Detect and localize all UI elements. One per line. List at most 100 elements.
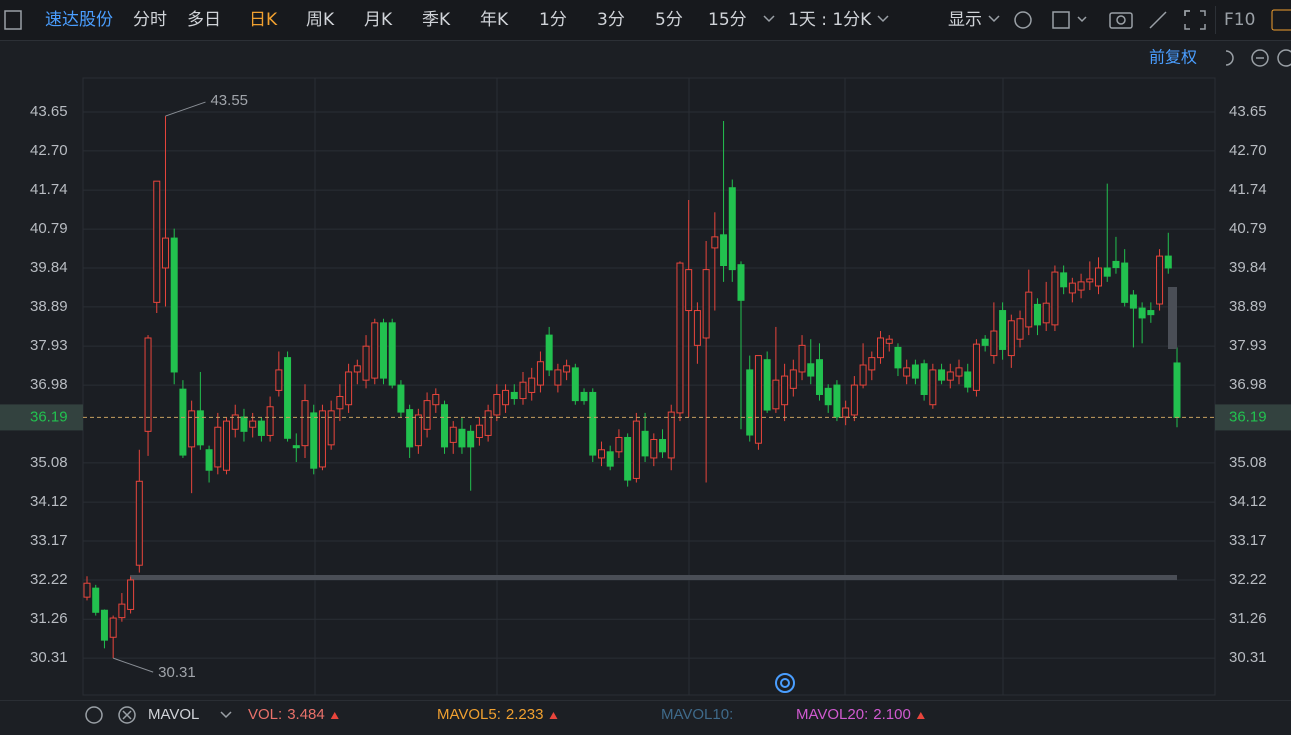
indicator-close[interactable] bbox=[118, 706, 136, 724]
y2-tick-label: 38.89 bbox=[1229, 298, 1267, 315]
candle-body bbox=[1077, 281, 1085, 291]
up-arrow bbox=[330, 712, 339, 719]
candle-body bbox=[894, 346, 902, 369]
sidebar-toggle[interactable] bbox=[4, 10, 22, 30]
drawn-level-bar[interactable] bbox=[130, 575, 1177, 580]
candle-body bbox=[475, 424, 483, 438]
candle-body bbox=[83, 582, 91, 598]
settings-icon[interactable] bbox=[1014, 11, 1032, 29]
max-pointer bbox=[165, 101, 206, 117]
interval[interactable]: 1天 : 1分K bbox=[788, 10, 872, 30]
period-tab[interactable]: 季K bbox=[422, 10, 451, 30]
candle-body bbox=[353, 365, 361, 373]
y2-tick-label: 32.22 bbox=[1229, 571, 1267, 588]
drawn-marker[interactable] bbox=[1168, 287, 1177, 349]
candle-body bbox=[554, 369, 562, 386]
candle-body bbox=[1121, 262, 1129, 303]
candle-body bbox=[737, 264, 745, 301]
candle-body bbox=[118, 603, 126, 619]
period-tab[interactable]: 分时 bbox=[133, 10, 167, 30]
candle-body bbox=[1016, 318, 1024, 340]
period-tab[interactable]: 多日 bbox=[187, 10, 221, 30]
f10-button[interactable]: F10 bbox=[1224, 10, 1255, 30]
period-tab[interactable]: 1分 bbox=[539, 10, 567, 30]
y2-tick-label: 35.08 bbox=[1229, 454, 1267, 471]
period-tab[interactable]: 日K bbox=[249, 10, 278, 30]
candle-body bbox=[92, 587, 100, 613]
candle-body bbox=[580, 391, 588, 402]
candle-body bbox=[702, 269, 710, 339]
candle-body bbox=[188, 410, 196, 448]
candle-body bbox=[144, 337, 152, 432]
candle-body bbox=[301, 400, 309, 447]
candle-body bbox=[615, 436, 623, 453]
candle-body bbox=[458, 428, 466, 448]
indicator-chevron[interactable] bbox=[220, 711, 232, 719]
candle-body bbox=[362, 345, 370, 381]
candle-body bbox=[510, 391, 518, 400]
candle-body bbox=[885, 338, 893, 344]
pen-icon[interactable] bbox=[1149, 11, 1167, 29]
period-tab[interactable]: 年K bbox=[480, 10, 509, 30]
candle-body bbox=[249, 420, 257, 428]
candle-body bbox=[266, 406, 274, 436]
candle-body bbox=[1068, 282, 1076, 294]
y2-tick-label: 39.84 bbox=[1229, 259, 1267, 276]
candle-body bbox=[815, 359, 823, 395]
candle-body bbox=[127, 579, 135, 610]
indicator-settings[interactable] bbox=[85, 706, 103, 724]
candle-body bbox=[624, 436, 632, 481]
camera-icon[interactable] bbox=[1109, 12, 1133, 29]
y-tick-label: 34.12 bbox=[30, 493, 68, 510]
candle-body bbox=[327, 410, 335, 446]
display-menu[interactable]: 显示 bbox=[948, 10, 982, 30]
side-panel-toggle[interactable] bbox=[1271, 9, 1291, 31]
box-chevron[interactable] bbox=[1077, 16, 1087, 23]
candle-body bbox=[449, 426, 457, 443]
period-tab[interactable]: 15分 bbox=[708, 10, 747, 30]
locate-icon-inner bbox=[780, 678, 790, 688]
reset-icon[interactable] bbox=[1225, 50, 1234, 66]
candle-body bbox=[196, 410, 204, 446]
candle-body bbox=[231, 414, 239, 430]
zoom-in-icon[interactable] bbox=[1277, 49, 1291, 67]
candle-body bbox=[179, 388, 187, 456]
candle-body bbox=[833, 384, 841, 418]
candle-body bbox=[406, 409, 414, 448]
candle-body bbox=[292, 445, 300, 449]
candle-body bbox=[1095, 267, 1103, 287]
candle-body bbox=[371, 322, 379, 379]
locate-icon[interactable] bbox=[775, 673, 795, 693]
display-chevron[interactable] bbox=[988, 15, 1000, 23]
more-chevron[interactable] bbox=[763, 15, 775, 23]
indicator-label: MAVOL10: bbox=[661, 706, 733, 723]
up-arrow bbox=[916, 712, 925, 719]
y2-tick-label: 41.74 bbox=[1229, 181, 1267, 198]
interval-chevron[interactable] bbox=[877, 15, 889, 23]
candle-body bbox=[1051, 271, 1059, 326]
period-tab[interactable]: 3分 bbox=[597, 10, 625, 30]
zoom-out-icon[interactable] bbox=[1251, 49, 1269, 67]
candle-body bbox=[153, 180, 161, 303]
toolbar-bg bbox=[0, 0, 1291, 40]
y-tick-label: 36.98 bbox=[30, 376, 68, 393]
y2-tick-label: 42.70 bbox=[1229, 142, 1267, 159]
period-tab[interactable]: 周K bbox=[306, 10, 335, 30]
period-tab[interactable]: 月K bbox=[364, 10, 393, 30]
candle-body bbox=[423, 400, 431, 430]
candle-body bbox=[781, 375, 789, 406]
y-tick-label: 33.17 bbox=[30, 532, 68, 549]
candle-body bbox=[205, 449, 213, 471]
indicator-label: MAVOL20: bbox=[796, 706, 868, 723]
adjust-mode[interactable]: 前复权 bbox=[1149, 48, 1197, 67]
candle-body bbox=[798, 344, 806, 373]
indicator-name[interactable]: MAVOL bbox=[148, 706, 199, 723]
candle-body bbox=[911, 364, 919, 379]
stock-name[interactable]: 速达股份 bbox=[45, 10, 113, 30]
up-arrow bbox=[549, 712, 558, 719]
period-tab[interactable]: 5分 bbox=[655, 10, 683, 30]
y2-tick-label: 30.31 bbox=[1229, 649, 1267, 666]
box-icon[interactable] bbox=[1052, 11, 1070, 29]
candle-body bbox=[310, 412, 318, 469]
last-price-label: 36.19 bbox=[30, 408, 68, 425]
